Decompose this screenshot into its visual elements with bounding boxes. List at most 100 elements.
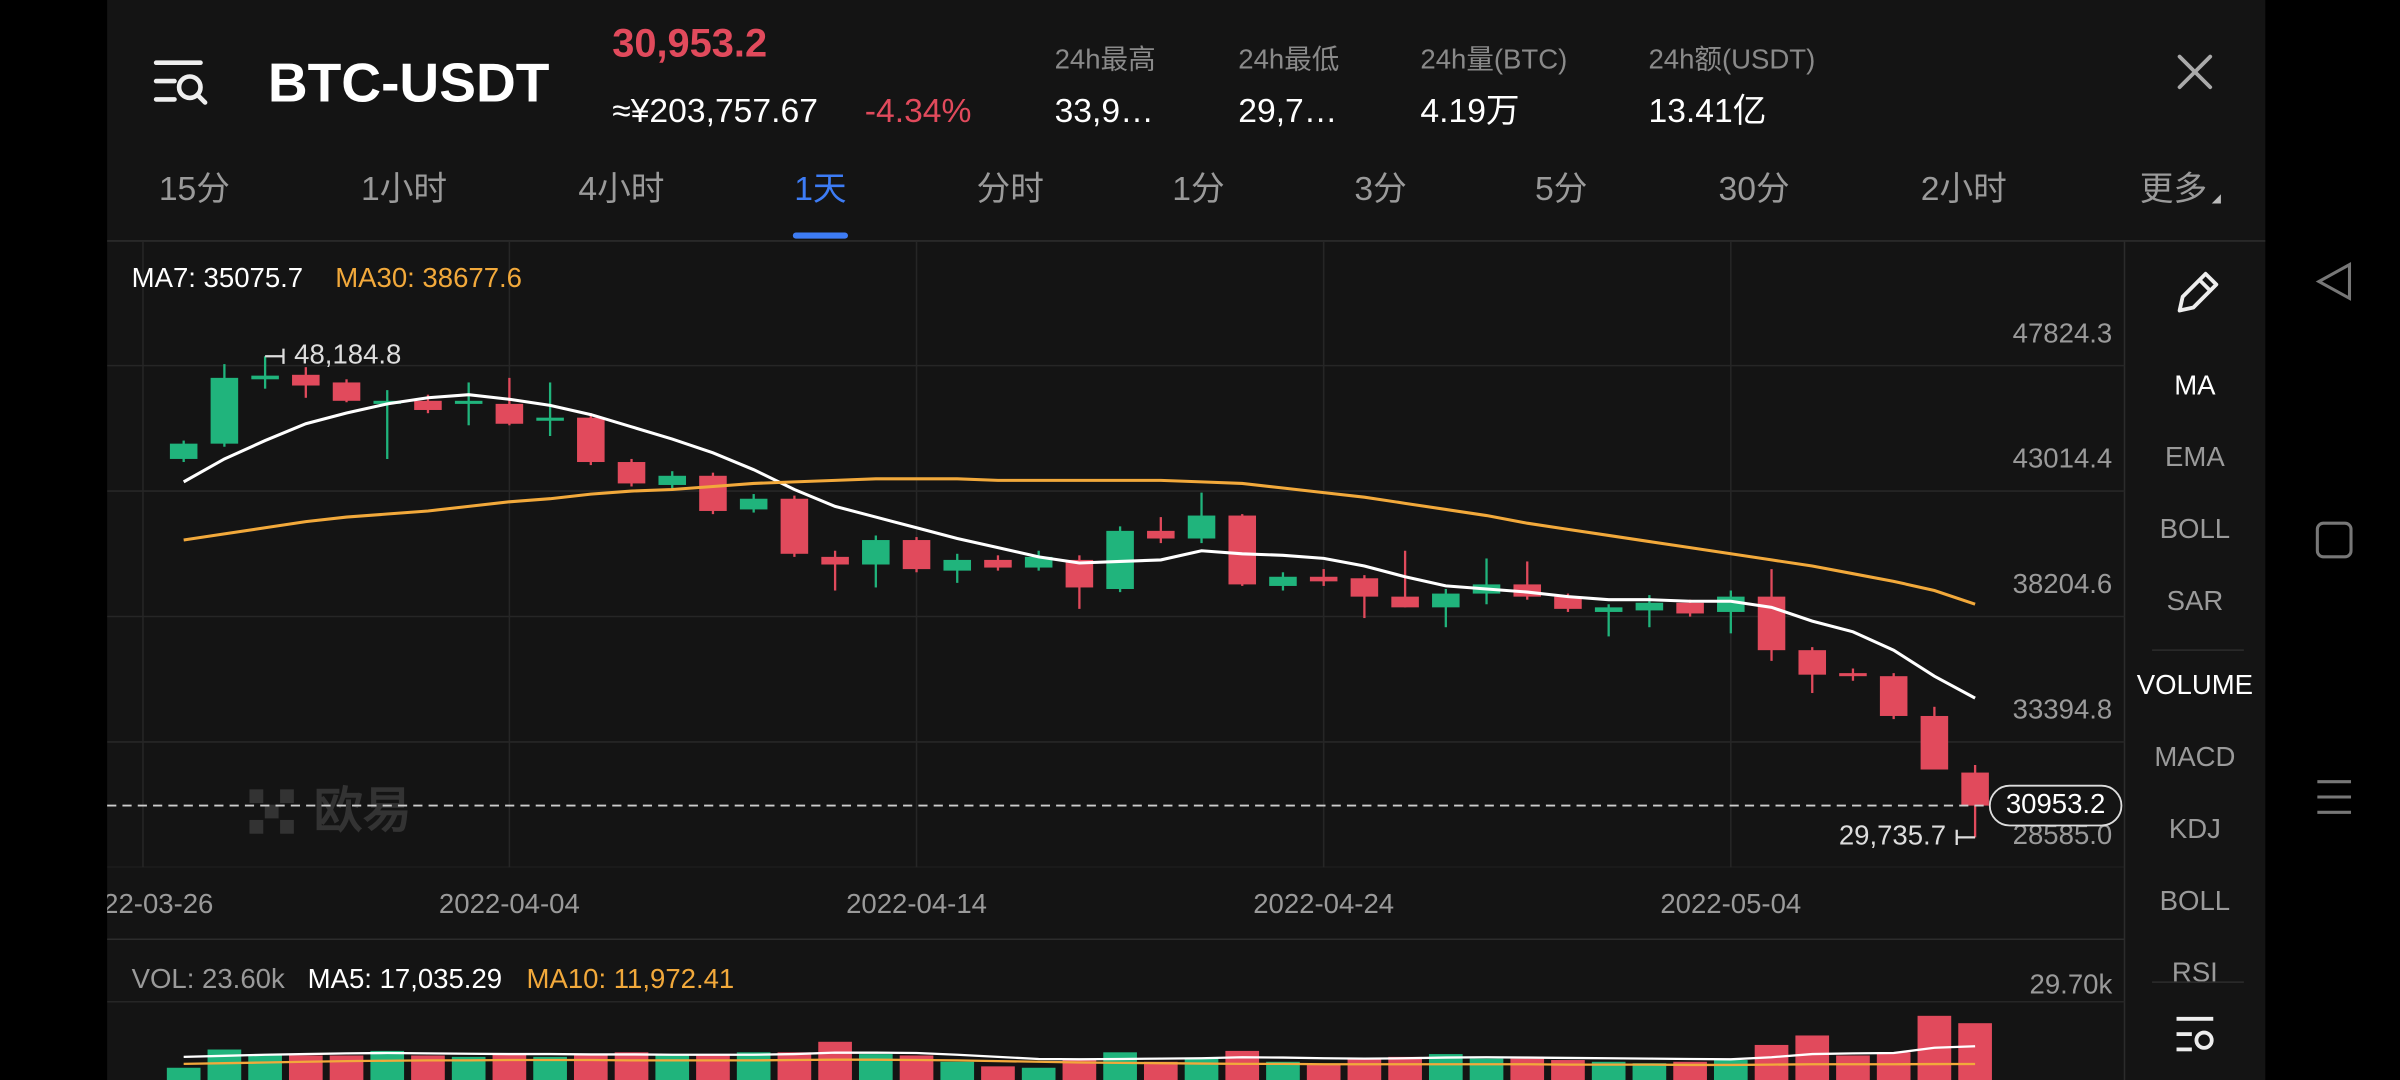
settings-icon[interactable] [2176,1016,2214,1052]
stats: 24h最高 33,9… 24h最低 29,7… 24h量(BTC) 4.19万 24h额(U… [1055,43,1816,130]
volume-bar [1184,1058,1219,1080]
side-menu-item[interactable]: BOLL [2160,885,2230,916]
candle-body [1147,530,1175,539]
candle-body [495,403,524,424]
date-axis: 2022-03-26 2022-04-04 2022-04-14 2022-04-24… [107,888,1801,919]
tab[interactable]: 5分 [1535,171,1587,208]
volume-bar [451,1056,486,1080]
candle-body [1594,607,1623,612]
tab[interactable]: 3分 [1354,171,1406,208]
volume-bar [1021,1067,1056,1080]
nav-back[interactable] [2315,262,2352,301]
candle-body [292,374,320,386]
volume-bar [777,1052,812,1080]
tab[interactable]: 更多 [2140,170,2207,208]
x-tick-label: 2022-04-24 [1253,888,1394,919]
candle-body [821,556,849,565]
volume-bar [614,1052,649,1080]
volume-bar [1062,1060,1097,1080]
candle-body [536,417,564,421]
volume-bar [1713,1060,1748,1080]
volume-bar [655,1054,690,1080]
tab[interactable]: 30分 [1719,171,1790,208]
candle-body [1432,593,1460,608]
volume-bar [1347,1058,1382,1080]
volume-bar [1510,1058,1545,1080]
candle-body [1350,578,1379,597]
volume-bar [1266,1061,1300,1080]
candle-body [617,462,646,484]
volume-bar [411,1055,445,1080]
side-menu-item[interactable]: KDJ [2169,813,2221,844]
candle-body [1920,715,1949,770]
candle-body [1879,676,1908,716]
side-menu-item[interactable]: RSI [2172,957,2218,988]
menu-icon[interactable] [153,60,208,105]
candle-body [1839,673,1867,677]
pair-name: BTC-USDT [268,52,550,114]
candle-body [1391,596,1419,608]
volume-bar [166,1067,201,1080]
change: -4.34% [865,93,972,130]
side-menu-item[interactable]: MA [2174,369,2216,400]
candle-body [1717,596,1745,612]
volume-bar [1551,1060,1585,1080]
volume-bar [696,1055,730,1080]
legend-entry: MA10: 11,972.41 [527,963,735,994]
volume-bar [858,1054,893,1080]
candle-body [577,417,605,463]
volume-bar [1632,1063,1667,1080]
volume-bar [533,1056,567,1080]
candle-body [1024,556,1053,568]
tab[interactable]: 2小时 [1921,171,2007,208]
pencil-icon[interactable] [2177,271,2219,313]
candle-body [739,498,768,510]
stat-label: 24h最高 [1055,43,1156,74]
candle-body [1065,559,1094,588]
volume-bar [1795,1035,1830,1080]
volume-ma-line [183,1045,1976,1061]
candle-body [943,559,972,571]
side-menu-item[interactable]: BOLL [2160,513,2230,544]
volume-bar [329,1055,364,1080]
candle-body [1676,602,1704,614]
volume-bar [288,1055,323,1080]
volume-bar [940,1061,975,1080]
tab[interactable]: 分时 [977,171,1044,208]
low-label: 29,735.7 [1839,820,1946,851]
tab-indicator [792,232,848,239]
candle-body [1309,576,1338,582]
volume-bar [1836,1055,1870,1080]
side-menu-item[interactable]: EMA [2165,441,2225,472]
tab[interactable]: 1天 [794,171,846,208]
candle-body [862,540,890,565]
y-tick-label: 29.70k [2030,969,2113,1000]
side-menu-item[interactable]: SAR [2167,585,2224,616]
tab[interactable]: 4小时 [578,171,664,208]
candle-body [658,475,687,485]
candle-body [1228,515,1257,585]
app-background [107,0,2266,1080]
legend-entry: MA30: 38677.6 [335,262,522,293]
low-marker [1955,829,1976,846]
x-tick-label: 2022-04-04 [439,888,580,919]
candle-body [251,375,279,380]
tab[interactable]: 1小时 [361,171,447,208]
side-menu-item[interactable]: MACD [2154,741,2235,772]
side-menu-item[interactable]: VOLUME [2137,669,2253,700]
close-button[interactable] [2177,54,2213,90]
candle-body [1187,515,1216,539]
volume-bar [1225,1050,1260,1080]
volume-chart [107,1001,2125,1080]
x-tick-label: 2022-05-04 [1660,888,1801,919]
stat-value: 13.41亿 [1648,92,1766,130]
volume-ma-line [183,1058,1976,1067]
nav-home[interactable] [2315,521,2353,559]
candle-body [699,475,727,511]
nav-menu[interactable] [2317,780,2352,814]
volume-bar [1143,1061,1178,1080]
tab[interactable]: 1分 [1172,171,1224,208]
candle-body [169,443,198,459]
tab[interactable]: 15分 [159,171,230,208]
candle-body [210,377,239,444]
